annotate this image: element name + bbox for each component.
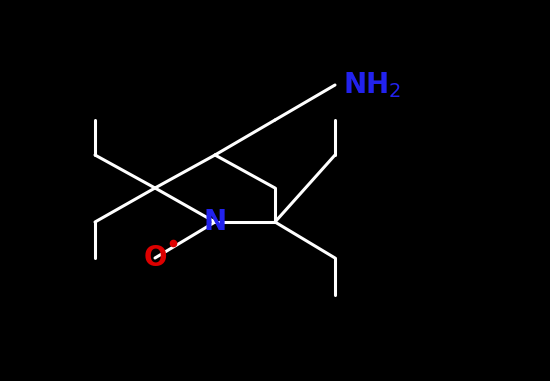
Text: O: O xyxy=(143,244,167,272)
Text: NH$_2$: NH$_2$ xyxy=(343,70,402,100)
Text: N: N xyxy=(204,208,227,236)
